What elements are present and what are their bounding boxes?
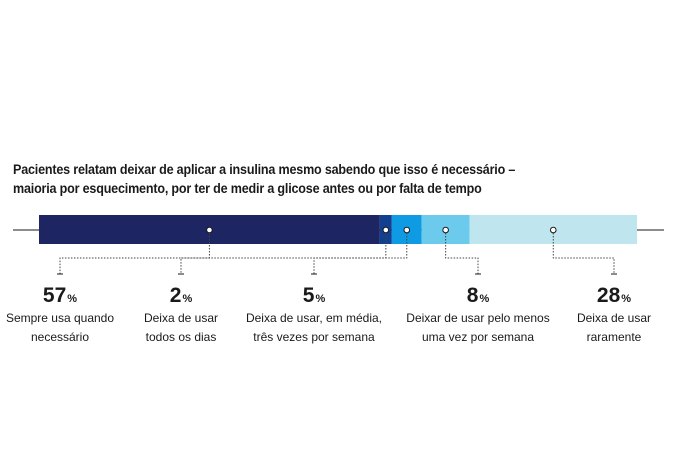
value-label-3: 5%: [303, 284, 326, 307]
segment-labels: 57% Sempre usa quando necessário 2% Deixa de…: [6, 284, 651, 344]
category-label-4-line-2: uma vez por semana: [422, 330, 534, 344]
category-label-4-line-1: Deixar de usar pelo menos: [406, 311, 549, 325]
bar-segments: [39, 215, 637, 244]
chart-title-line-1: Pacientes relatam deixar de aplicar a in…: [13, 162, 516, 177]
segment-marker-5: [549, 226, 557, 234]
segment-marker-2: [382, 226, 390, 234]
segment-marker-3: [403, 226, 411, 234]
segment-markers: [57, 226, 617, 275]
value-label-2: 2%: [170, 284, 193, 307]
category-label-2-line-1: Deixa de usar: [144, 311, 218, 325]
connector-2: [180, 230, 387, 274]
connector-5: [552, 230, 615, 274]
connector-1: [59, 230, 210, 274]
category-label-3-line-1: Deixa de usar, em média,: [246, 311, 382, 325]
category-label-5-line-2: raramente: [587, 330, 642, 344]
category-label-1-line-2: necessário: [31, 330, 89, 344]
category-label-3-line-2: três vezes por semana: [253, 330, 375, 344]
value-label-4: 8%: [467, 284, 490, 307]
chart-title: Pacientes relatam deixar de aplicar a in…: [13, 160, 627, 198]
category-label-2-line-2: todos os dias: [146, 330, 217, 344]
value-label-1: 57%: [43, 284, 77, 307]
category-label-5-line-1: Deixa de usar: [577, 311, 651, 325]
category-label-1-line-1: Sempre usa quando: [6, 311, 114, 325]
segment-marker-4: [442, 226, 449, 234]
value-label-5: 28%: [597, 284, 631, 307]
chart-title-line-2: maioria por esquecimento, por ter de med…: [13, 181, 482, 196]
segment-marker-1: [206, 226, 213, 234]
